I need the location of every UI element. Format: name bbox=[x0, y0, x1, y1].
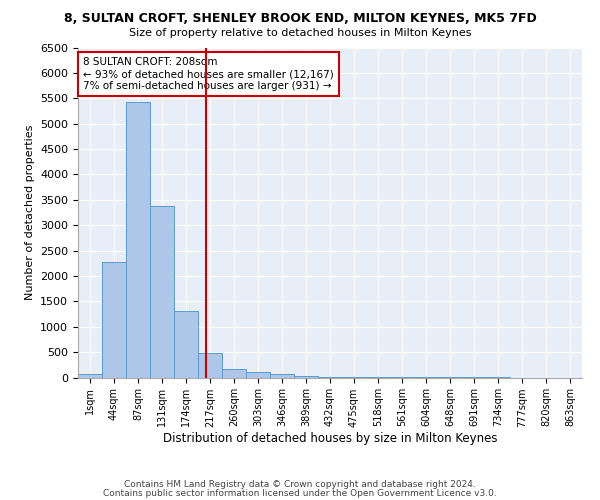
Bar bbox=[174, 311, 198, 378]
X-axis label: Distribution of detached houses by size in Milton Keynes: Distribution of detached houses by size … bbox=[163, 432, 497, 446]
Bar bbox=[102, 262, 126, 378]
Bar bbox=[318, 377, 342, 378]
Bar bbox=[150, 206, 174, 378]
Y-axis label: Number of detached properties: Number of detached properties bbox=[25, 125, 35, 300]
Bar bbox=[270, 374, 294, 378]
Bar bbox=[246, 372, 270, 378]
Bar bbox=[294, 376, 318, 378]
Text: 8 SULTAN CROFT: 208sqm
← 93% of detached houses are smaller (12,167)
7% of semi-: 8 SULTAN CROFT: 208sqm ← 93% of detached… bbox=[83, 58, 334, 90]
Text: Contains public sector information licensed under the Open Government Licence v3: Contains public sector information licen… bbox=[103, 488, 497, 498]
Bar bbox=[222, 369, 246, 378]
Text: Contains HM Land Registry data © Crown copyright and database right 2024.: Contains HM Land Registry data © Crown c… bbox=[124, 480, 476, 489]
Bar bbox=[126, 102, 150, 378]
Text: Size of property relative to detached houses in Milton Keynes: Size of property relative to detached ho… bbox=[129, 28, 471, 38]
Bar bbox=[198, 353, 222, 378]
Bar bbox=[78, 374, 102, 378]
Text: 8, SULTAN CROFT, SHENLEY BROOK END, MILTON KEYNES, MK5 7FD: 8, SULTAN CROFT, SHENLEY BROOK END, MILT… bbox=[64, 12, 536, 26]
